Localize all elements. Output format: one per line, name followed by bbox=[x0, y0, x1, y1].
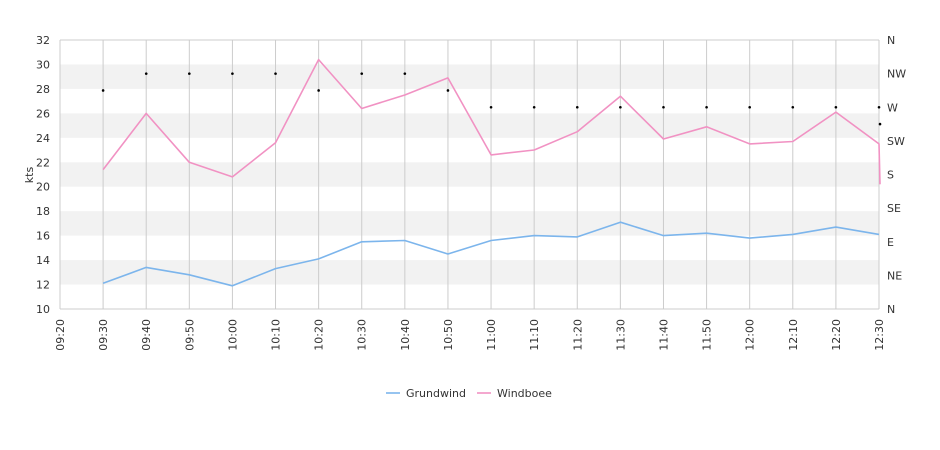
direction-marker bbox=[274, 72, 277, 75]
direction-tick-label: NW bbox=[887, 68, 906, 81]
x-tick-label: 10:50 bbox=[442, 319, 455, 351]
direction-tick-label: N bbox=[887, 34, 895, 47]
y-axis-label: kts bbox=[23, 167, 36, 184]
y-tick-label: 22 bbox=[36, 156, 50, 169]
y-tick-label: 32 bbox=[36, 34, 50, 47]
grid-lines bbox=[59, 39, 880, 310]
y-tick-label: 26 bbox=[36, 107, 50, 120]
direction-marker bbox=[532, 105, 536, 109]
x-tick-label: 11:40 bbox=[657, 319, 670, 351]
x-tick-label: 12:30 bbox=[873, 319, 886, 351]
direction-tick-label: N bbox=[887, 303, 895, 316]
direction-marker bbox=[489, 105, 493, 109]
y-tick-label: 24 bbox=[36, 132, 50, 145]
direction-marker bbox=[575, 105, 579, 109]
x-tick-label: 11:10 bbox=[528, 319, 541, 351]
x-tick-label: 12:20 bbox=[830, 319, 843, 351]
x-tick-label: 10:10 bbox=[270, 319, 283, 351]
x-tick-label: 11:00 bbox=[485, 319, 498, 351]
direction-marker bbox=[360, 72, 364, 75]
direction-marker bbox=[878, 122, 882, 126]
y-tick-label: 18 bbox=[36, 205, 50, 218]
plot-band bbox=[60, 260, 879, 285]
series-line-windboee bbox=[102, 58, 881, 185]
direction-marker bbox=[144, 72, 148, 75]
x-tick-label: 10:30 bbox=[356, 319, 369, 351]
direction-marker bbox=[834, 105, 838, 109]
direction-tick-label: SE bbox=[887, 202, 901, 215]
x-tick-label: 11:30 bbox=[614, 319, 627, 351]
legend: Grundwind Windboee bbox=[386, 387, 552, 400]
y-tick-label: 30 bbox=[36, 58, 50, 71]
plot-band bbox=[60, 162, 879, 187]
direction-marker bbox=[403, 72, 407, 75]
direction-marker bbox=[662, 105, 665, 109]
y-axis-ticks: 10 12 14 16 18 20 22 24 26 28 30 32 bbox=[36, 34, 50, 316]
direction-tick-label: E bbox=[887, 236, 894, 249]
direction-markers bbox=[101, 72, 882, 126]
direction-marker bbox=[748, 105, 751, 109]
x-tick-label: 12:00 bbox=[744, 319, 757, 351]
direction-axis-ticks: N NE E SE S SW W NW N bbox=[887, 34, 906, 316]
x-tick-label: 09:50 bbox=[183, 319, 196, 351]
x-tick-label: 11:50 bbox=[701, 319, 714, 351]
x-tick-label: 10:00 bbox=[226, 319, 239, 351]
plot-band bbox=[60, 64, 879, 89]
x-tick-label: 10:20 bbox=[313, 319, 326, 351]
direction-tick-label: NE bbox=[887, 269, 902, 282]
direction-tick-label: W bbox=[887, 101, 898, 114]
y-tick-label: 14 bbox=[36, 254, 50, 267]
series-line-grundwind bbox=[102, 221, 880, 287]
direction-marker bbox=[317, 89, 320, 92]
direction-marker bbox=[791, 105, 795, 109]
y-tick-label: 28 bbox=[36, 83, 50, 96]
direction-tick-label: SW bbox=[887, 135, 905, 148]
direction-marker bbox=[188, 72, 191, 75]
direction-marker bbox=[705, 105, 708, 109]
x-tick-label: 09:20 bbox=[54, 319, 67, 351]
y-tick-label: 20 bbox=[36, 181, 50, 194]
x-axis-ticks: 09:20 09:30 09:40 09:50 10:00 10:10 10:20 10:30… bbox=[54, 319, 886, 351]
x-tick-label: 09:40 bbox=[140, 319, 153, 351]
y-tick-label: 12 bbox=[36, 279, 50, 292]
legend-label: Grundwind bbox=[406, 387, 466, 400]
direction-tick-label: S bbox=[887, 169, 894, 182]
legend-label: Windboee bbox=[497, 387, 552, 400]
direction-marker bbox=[877, 105, 881, 109]
plot-bands bbox=[60, 64, 879, 285]
series-lines bbox=[102, 58, 881, 287]
direction-marker bbox=[446, 89, 450, 92]
plot-band bbox=[60, 211, 879, 236]
y-tick-label: 16 bbox=[36, 230, 50, 243]
x-tick-label: 11:20 bbox=[571, 319, 584, 351]
direction-marker bbox=[101, 89, 105, 92]
x-tick-label: 10:40 bbox=[399, 319, 412, 351]
y-tick-label: 10 bbox=[36, 303, 50, 316]
direction-marker bbox=[619, 105, 622, 109]
x-tick-label: 12:10 bbox=[787, 319, 800, 351]
x-tick-label: 09:30 bbox=[97, 319, 110, 351]
direction-marker bbox=[231, 72, 234, 75]
